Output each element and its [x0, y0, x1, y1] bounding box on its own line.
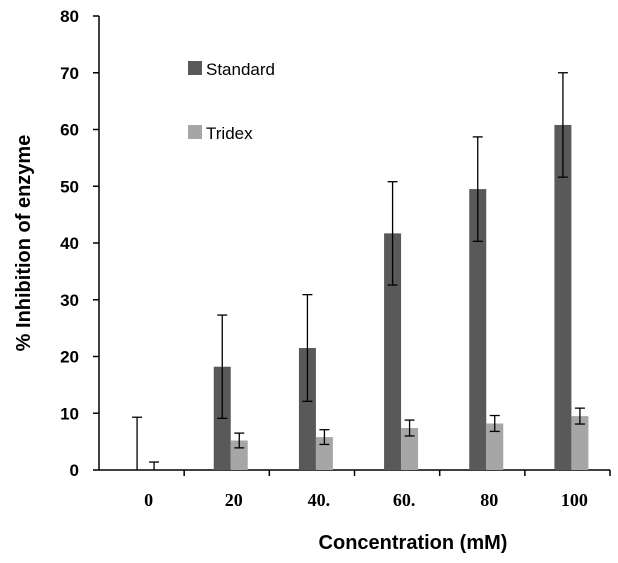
- legend-label-tridex: Tridex: [206, 124, 253, 143]
- y-tick-label: 80: [60, 7, 79, 26]
- x-tick-label: 60.: [393, 490, 416, 510]
- x-tick-label: 80: [480, 490, 498, 510]
- legend: Standard Tridex: [188, 60, 275, 143]
- legend-label-standard: Standard: [206, 60, 275, 79]
- y-tick-label: 10: [60, 404, 79, 423]
- bar-tridex-80: [486, 423, 504, 470]
- x-tick-label: 100: [561, 490, 588, 510]
- y-tick-label: 60: [60, 121, 79, 140]
- error-bars: [132, 72, 585, 470]
- y-tick-label: 50: [60, 177, 79, 196]
- y-tick-label: 30: [60, 291, 79, 310]
- bar-standard-60: [384, 233, 402, 470]
- bar-tridex-100: [571, 416, 589, 470]
- bar-standard-40: [298, 347, 316, 470]
- bar-standard-100: [554, 124, 572, 471]
- y-tick-label: 20: [60, 348, 79, 367]
- x-ticks: 0 20 40. 60. 80 100: [144, 470, 611, 510]
- y-tick-label: 70: [60, 64, 79, 83]
- y-ticks: 0 10 20 30 40 50 60 70 80: [60, 7, 99, 480]
- x-tick-label: 0: [144, 490, 153, 510]
- legend-swatch-tridex: [188, 125, 202, 139]
- bar-tridex-60: [401, 428, 419, 470]
- legend-swatch-standard: [188, 61, 202, 75]
- y-axis-label: % Inhibition of enzyme: [13, 135, 35, 352]
- bar-tridex-40: [315, 437, 333, 470]
- bar-standard-80: [469, 189, 487, 470]
- y-tick-label: 0: [70, 461, 79, 480]
- y-tick-label: 40: [60, 234, 79, 253]
- bars: [213, 124, 589, 471]
- x-axis-label: Concentration (mM): [319, 532, 508, 554]
- x-tick-label: 20: [225, 490, 243, 510]
- axes: [98, 16, 610, 471]
- x-tick-label: 40.: [308, 490, 331, 510]
